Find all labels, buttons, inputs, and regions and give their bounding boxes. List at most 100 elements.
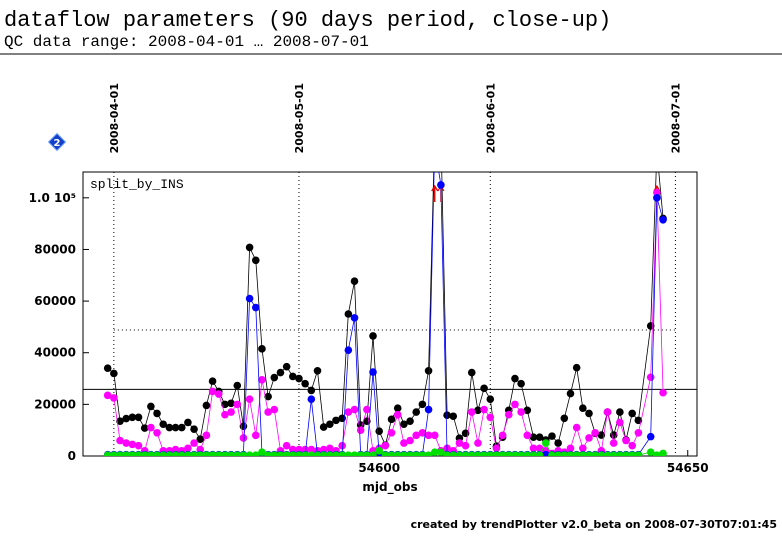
data-point (548, 432, 556, 440)
x-tick-label: 54650 (667, 461, 709, 475)
data-point (202, 451, 211, 456)
data-point (208, 387, 217, 396)
data-point (609, 439, 618, 447)
data-point (116, 417, 124, 425)
data-point (412, 408, 421, 416)
data-point (282, 362, 291, 371)
data-point (572, 363, 581, 372)
y-tick-label: 1.0 10⁵ (29, 191, 76, 205)
data-point (356, 451, 365, 456)
date-label: 2008-07-01 (669, 83, 682, 153)
date-label: 2008-04-01 (108, 83, 121, 153)
data-point (628, 409, 637, 418)
data-point (221, 410, 229, 419)
data-point (344, 310, 353, 318)
annotation: split_by_INS (90, 177, 184, 192)
data-point (529, 433, 538, 441)
data-point (140, 424, 149, 432)
data-point (431, 142, 439, 150)
data-point (474, 439, 482, 447)
data-point (140, 451, 149, 456)
data-point (616, 451, 624, 456)
data-point (264, 451, 272, 456)
data-point (356, 426, 365, 434)
data-point (332, 416, 340, 425)
data-point (486, 395, 495, 404)
data-point (153, 409, 161, 418)
data-point (276, 451, 285, 456)
footer: created by trendPlotter v2.0_beta on 200… (411, 518, 777, 531)
data-point (369, 451, 377, 456)
data-point (504, 451, 513, 456)
data-point (344, 451, 353, 456)
data-point (196, 435, 205, 444)
data-point (313, 367, 322, 375)
data-point (498, 451, 507, 456)
data-point (190, 439, 198, 447)
data-point (566, 444, 575, 453)
data-point (122, 439, 130, 447)
data-point (270, 405, 279, 414)
data-point (307, 451, 316, 456)
data-point (165, 451, 174, 456)
data-point (350, 314, 359, 322)
data-point (128, 440, 137, 449)
data-point (659, 215, 667, 224)
data-point (239, 451, 248, 456)
data-point (319, 451, 328, 456)
data-point (646, 373, 655, 382)
data-point (634, 451, 643, 456)
data-point (387, 428, 396, 437)
data-point (214, 451, 223, 456)
data-point (517, 451, 525, 456)
data-point (523, 451, 532, 456)
data-point (492, 451, 501, 456)
data-point (159, 420, 168, 429)
data-point (498, 431, 507, 440)
data-point (523, 406, 532, 415)
chart-title: dataflow parameters (90 days period, clo… (4, 8, 611, 33)
data-point (560, 451, 569, 456)
data-point (566, 389, 575, 398)
data-point (406, 436, 414, 445)
data-point (603, 451, 612, 456)
data-point (622, 436, 630, 445)
data-point (103, 364, 112, 373)
data-point (258, 345, 266, 353)
data-point (653, 194, 661, 202)
data-point (511, 451, 519, 456)
data-point (431, 129, 439, 137)
data-point (208, 377, 217, 385)
data-point (227, 408, 235, 416)
data-point (418, 400, 427, 409)
data-point (554, 439, 562, 447)
data-point (424, 431, 433, 440)
data-point (424, 367, 433, 375)
data-point (400, 439, 408, 447)
data-point (233, 400, 242, 409)
x-tick-label: 54600 (358, 461, 400, 475)
data-point (591, 451, 599, 456)
data-point (480, 451, 488, 456)
data-point (443, 411, 451, 420)
data-point (437, 448, 445, 456)
data-point (455, 451, 464, 456)
data-point (202, 431, 211, 440)
data-point (326, 420, 334, 429)
data-point (461, 451, 470, 456)
data-point (147, 451, 155, 456)
off-scale-marker (431, 184, 439, 202)
data-point (418, 451, 427, 456)
data-point (572, 423, 581, 432)
data-point (221, 451, 229, 456)
badge: 2 (47, 132, 67, 152)
data-point (233, 381, 242, 390)
data-point (449, 451, 458, 456)
data-point (258, 376, 266, 384)
data-point (400, 451, 408, 456)
data-point (245, 395, 254, 404)
series-line (107, 192, 664, 454)
data-point (184, 418, 192, 427)
data-point (653, 148, 661, 156)
data-point (184, 444, 192, 453)
